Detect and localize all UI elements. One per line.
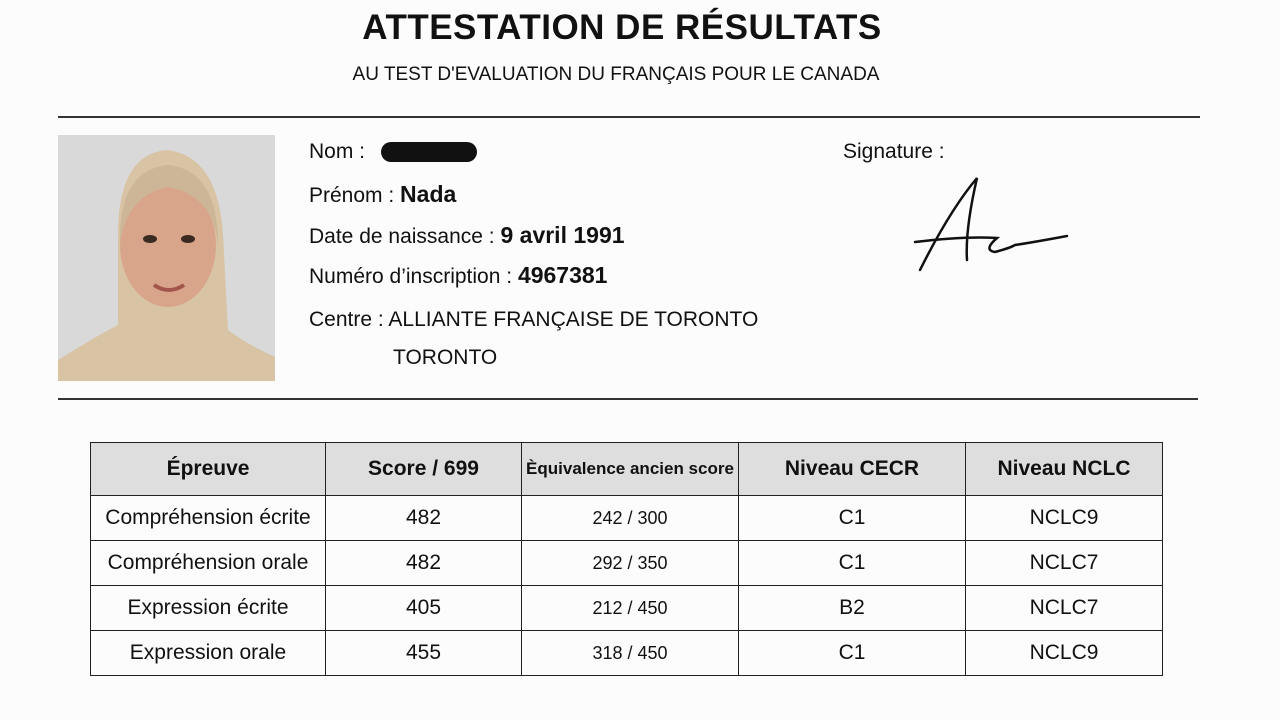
table-cell: 482 bbox=[325, 540, 522, 586]
table-cell: NCLC7 bbox=[965, 540, 1163, 586]
results-table: Épreuve Score / 699 Èquivalence ancien s… bbox=[90, 442, 1163, 676]
table-cell: C1 bbox=[738, 630, 966, 676]
table-cell: 212 / 450 bbox=[521, 585, 739, 631]
field-centre: Centre : ALLIANTE FRANÇAISE DE TORONTO bbox=[309, 308, 759, 331]
table-row: Compréhension écrite 482 242 / 300 C1 NCLC9 bbox=[90, 495, 1163, 541]
table-row: Expression orale 455 318 / 450 C1 NCLC9 bbox=[90, 630, 1163, 676]
table-cell: 482 bbox=[325, 495, 522, 541]
table-cell: 318 / 450 bbox=[521, 630, 739, 676]
table-cell: 242 / 300 bbox=[521, 495, 739, 541]
table-cell: 292 / 350 bbox=[521, 540, 739, 586]
centre-city: TORONTO bbox=[393, 346, 498, 369]
col-equivalence: Èquivalence ancien score bbox=[521, 442, 739, 496]
table-row: Expression écrite 405 212 / 450 B2 NCLC7 bbox=[90, 585, 1163, 631]
table-cell: C1 bbox=[738, 540, 966, 586]
table-cell: NCLC7 bbox=[965, 585, 1163, 631]
table-cell: B2 bbox=[738, 585, 966, 631]
num-value: 4967381 bbox=[517, 262, 608, 288]
field-nom: Nom : bbox=[309, 140, 477, 164]
table-cell: Expression écrite bbox=[90, 585, 326, 631]
prenom-value: Nada bbox=[400, 181, 457, 207]
col-nclc: Niveau NCLC bbox=[965, 442, 1163, 496]
table-cell: Expression orale bbox=[90, 630, 326, 676]
signature-label: Signature : bbox=[843, 140, 945, 163]
field-dob: Date de naissance : 9 avril 1991 bbox=[309, 222, 625, 248]
field-num: Numéro d’inscription : 4967381 bbox=[309, 262, 608, 288]
table-cell: NCLC9 bbox=[965, 495, 1163, 541]
divider bbox=[58, 116, 1200, 118]
col-epreuve: Épreuve bbox=[90, 442, 326, 496]
table-cell: 455 bbox=[325, 630, 522, 676]
nom-label: Nom : bbox=[309, 140, 366, 163]
document-title: ATTESTATION DE RÉSULTATS bbox=[362, 8, 882, 47]
nom-redaction bbox=[380, 142, 477, 163]
document-subtitle: AU TEST D'EVALUATION DU FRANÇAIS POUR LE… bbox=[352, 64, 880, 85]
dob-value: 9 avril 1991 bbox=[500, 222, 625, 248]
signature bbox=[913, 177, 1069, 272]
table-header-row: Épreuve Score / 699 Èquivalence ancien s… bbox=[90, 442, 1163, 496]
col-cecr: Niveau CECR bbox=[738, 442, 966, 496]
field-prenom: Prénom : Nada bbox=[309, 181, 457, 207]
divider bbox=[58, 398, 1198, 400]
centre-value: ALLIANTE FRANÇAISE DE TORONTO bbox=[388, 308, 759, 331]
table-row: Compréhension orale 482 292 / 350 C1 NCLC7 bbox=[90, 540, 1163, 586]
table-cell: 405 bbox=[325, 585, 522, 631]
table-cell: NCLC9 bbox=[965, 630, 1163, 676]
table-cell: Compréhension écrite bbox=[90, 495, 326, 541]
candidate-photo bbox=[58, 135, 275, 381]
col-score: Score / 699 bbox=[325, 442, 522, 496]
table-cell: Compréhension orale bbox=[90, 540, 326, 586]
table-cell: C1 bbox=[738, 495, 966, 541]
